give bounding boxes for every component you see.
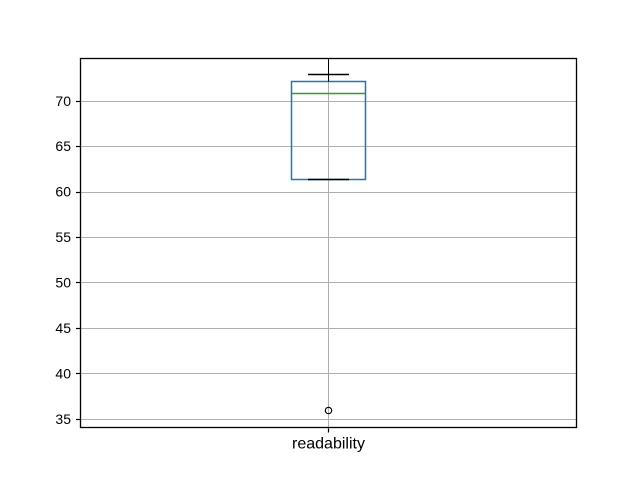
svg-text:60: 60 [55, 184, 71, 200]
svg-text:readability: readability [292, 436, 365, 453]
svg-text:65: 65 [55, 138, 71, 154]
svg-text:50: 50 [55, 275, 71, 291]
svg-text:40: 40 [55, 365, 71, 381]
svg-text:55: 55 [55, 229, 71, 245]
svg-text:70: 70 [55, 93, 71, 109]
svg-text:45: 45 [55, 320, 71, 336]
svg-text:35: 35 [55, 411, 71, 427]
